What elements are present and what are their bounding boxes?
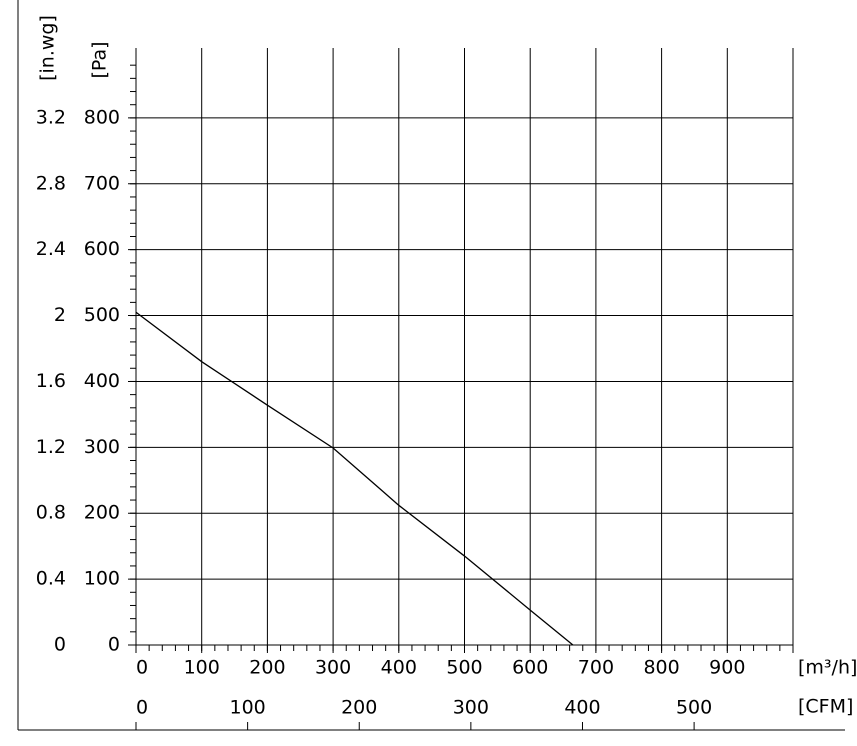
x2-tick-label: 100 — [229, 697, 265, 719]
y-axis-label: [Pa] — [89, 41, 111, 78]
x-tick-label: 100 — [184, 657, 220, 679]
x2-tick-label: 500 — [676, 697, 712, 719]
x-tick-label: 800 — [643, 657, 679, 679]
x2-tick-label: 0 — [136, 697, 148, 719]
y-tick-label: 600 — [84, 238, 120, 260]
y2-tick-label: 2.8 — [36, 172, 66, 194]
y-tick-label: 100 — [84, 568, 120, 590]
y-tick-label: 800 — [84, 106, 120, 128]
x-tick-label: 0 — [136, 657, 148, 679]
x2-tick-label: 300 — [453, 697, 489, 719]
y-tick-label: 200 — [84, 502, 120, 524]
y2-tick-label: 3.2 — [36, 106, 66, 128]
y2-axis-label: [in.wg] — [37, 15, 59, 81]
x-axis-label: [m³/h] — [798, 657, 857, 679]
y2-tick-label: 1.6 — [36, 370, 66, 392]
curve — [135, 311, 574, 646]
x-tick-label: 300 — [315, 657, 351, 679]
x2-tick-label: 400 — [564, 697, 600, 719]
y2-tick-label: 0 — [54, 634, 66, 656]
x-tick-label: 400 — [381, 657, 417, 679]
y-tick-label: 0 — [108, 634, 120, 656]
y2-tick-label: 0.8 — [36, 502, 66, 524]
y-tick-label: 400 — [84, 370, 120, 392]
x-tick-label: 700 — [578, 657, 614, 679]
y2-tick-label: 2 — [54, 304, 66, 326]
y2-tick-label: 2.4 — [36, 238, 66, 260]
y2-tick-label: 1.2 — [36, 436, 66, 458]
y2-tick-label: 0.4 — [36, 568, 66, 590]
x-tick-label: 500 — [446, 657, 482, 679]
x-tick-label: 200 — [249, 657, 285, 679]
y-tick-label: 500 — [84, 304, 120, 326]
x2-tick-label: 200 — [341, 697, 377, 719]
y-tick-label: 700 — [84, 172, 120, 194]
x-tick-label: 600 — [512, 657, 548, 679]
x2-axis-label: [CFM] — [798, 696, 853, 718]
y-tick-label: 300 — [84, 436, 120, 458]
x-tick-label: 900 — [709, 657, 745, 679]
